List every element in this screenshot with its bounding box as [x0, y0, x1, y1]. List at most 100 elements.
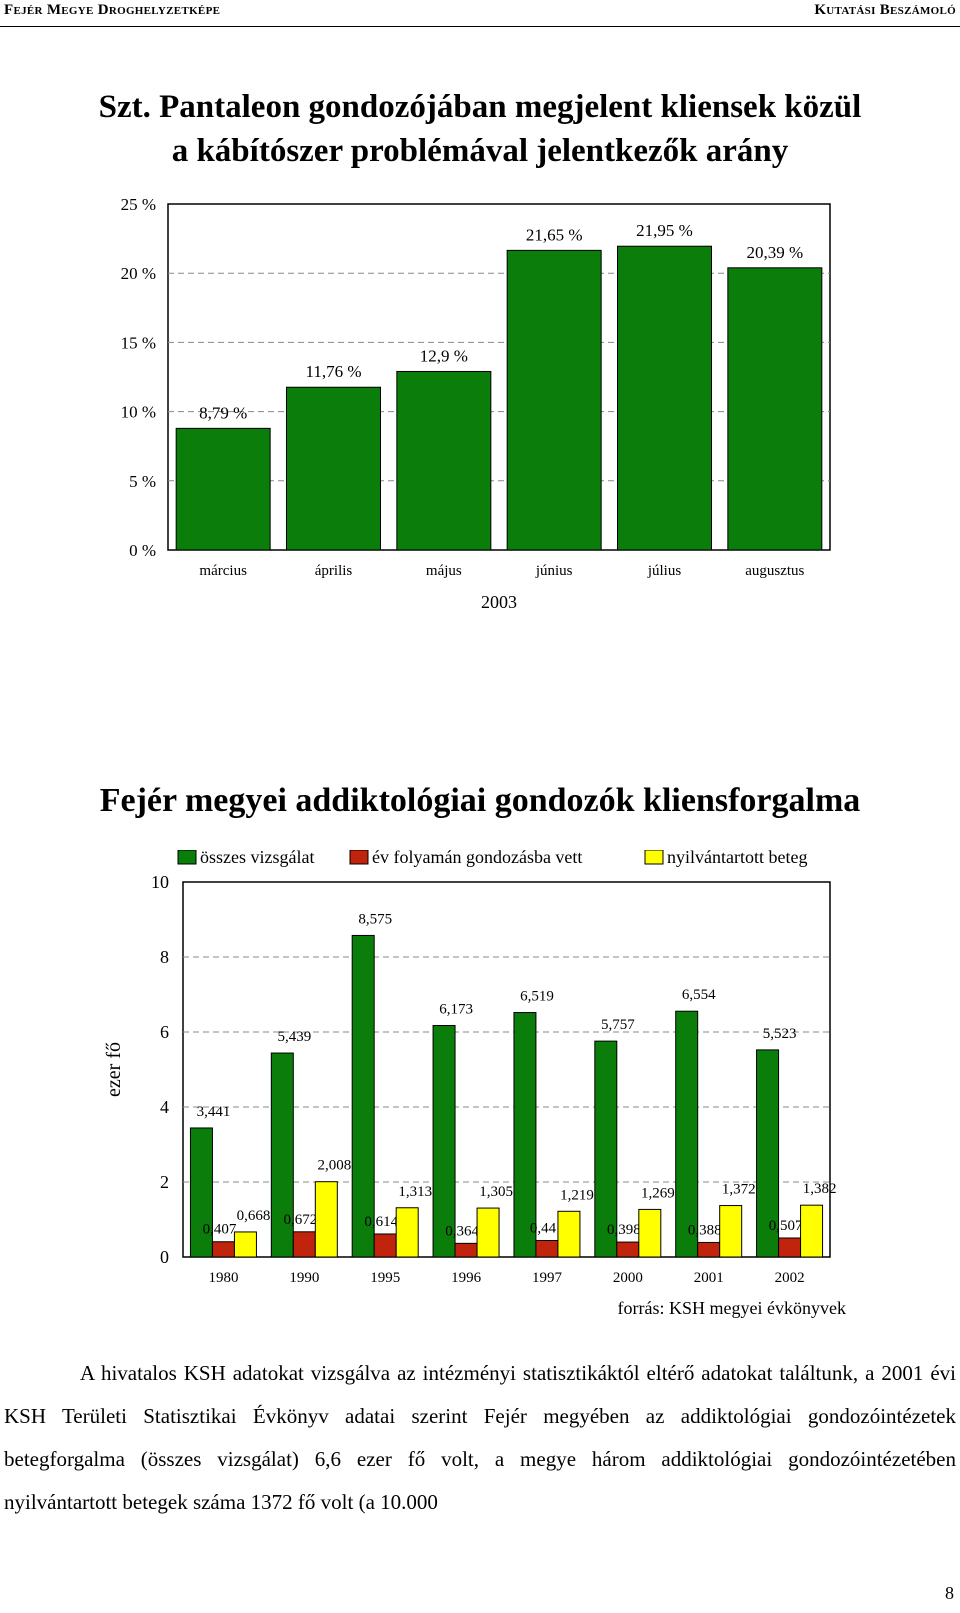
bar-value-label: 20,39 %	[746, 243, 803, 262]
bar-value-label: 1,382	[803, 1181, 837, 1197]
bar-1	[535, 1240, 559, 1258]
bar-2	[314, 1181, 338, 1258]
legend-swatch	[349, 850, 369, 865]
bar	[175, 427, 271, 551]
y-tick-label: 20 %	[121, 264, 156, 283]
bar-value-label: 1,305	[479, 1184, 513, 1200]
bar-value-label: 0,672	[283, 1212, 317, 1228]
bar-1	[454, 1242, 478, 1258]
bar-0	[351, 934, 375, 1258]
body-paragraph: A hivatalos KSH adatokat vizsgálva az in…	[4, 1361, 956, 1514]
chart2-title: Fejér megyei addiktológiai gondozók klie…	[99, 782, 861, 819]
chart1-title-line2: a kábítószer problémával jelentkezők ará…	[171, 133, 789, 169]
monthly-ratio-chart: 0 % 5 % 10 % 15 % 20 % 25 % 8,79 % március 11,76…	[121, 195, 831, 612]
y-tick-label: 0 %	[129, 541, 156, 560]
bar-value-label: 6,554	[682, 987, 716, 1003]
x-tick-label: július	[647, 563, 682, 579]
bar-2	[557, 1210, 581, 1258]
header-left: Fejér Megye Droghelyzetképe	[4, 2, 221, 18]
bar-value-label: 0,614	[364, 1214, 398, 1230]
legend-swatch	[177, 850, 197, 865]
y-tick-label: 6	[160, 1022, 169, 1042]
bar-0	[189, 1127, 213, 1258]
x-tick-label: 2001	[694, 1270, 724, 1286]
bar-value-label: 3,441	[197, 1104, 231, 1120]
bar-value-label: 1,372	[722, 1182, 756, 1198]
bar-value-label: 5,523	[763, 1026, 797, 1042]
bar-value-label: 0,364	[445, 1223, 479, 1239]
bar	[396, 370, 492, 551]
x-tick-label: 1995	[370, 1270, 400, 1286]
x-tick-label: 1996	[451, 1270, 482, 1286]
x-tick-label: 1980	[208, 1270, 238, 1286]
bar-value-label: 1,219	[560, 1187, 594, 1203]
client-traffic-chart: 0 2 4 6 8 10 ezer fő összes vizsgálat év folyamá…	[103, 850, 846, 1318]
x-tick-label: augusztus	[745, 563, 804, 579]
bar	[506, 249, 602, 551]
bar-1	[373, 1233, 397, 1258]
bar	[286, 386, 381, 551]
bar-value-label: 21,95 %	[636, 221, 693, 240]
bar-1	[211, 1241, 235, 1258]
bar-value-label: 1,269	[641, 1185, 675, 1201]
bar-value-label: 21,65 %	[526, 225, 583, 244]
y-tick-label: 0	[160, 1247, 169, 1267]
legend-label: év folyamán gondozásba vett	[372, 850, 582, 867]
bar-0	[513, 1012, 537, 1258]
bar-value-label: 11,76 %	[305, 362, 361, 381]
bar-value-label: 6,519	[520, 989, 554, 1005]
x-tick-label: április	[315, 563, 353, 579]
running-header: Fejér Megye Droghelyzetképe Kutatási Bes…	[0, 0, 960, 27]
bar	[617, 245, 712, 551]
bar-2	[800, 1204, 824, 1258]
bar-value-label: 0,388	[688, 1222, 722, 1238]
x-tick-label: június	[535, 563, 573, 579]
x-tick-label: március	[199, 563, 247, 579]
bar-0	[432, 1025, 456, 1258]
bar-value-label: 6,173	[439, 1002, 473, 1018]
y-tick-label: 8	[160, 947, 169, 967]
x-tick-label: 2000	[613, 1270, 643, 1286]
x-tick-label: 1997	[532, 1270, 563, 1286]
y-tick-label: 5 %	[129, 472, 156, 491]
chart1-title-line1: Szt. Pantaleon gondozójában megjelent kl…	[98, 89, 862, 125]
bar-value-label: 8,575	[358, 911, 392, 927]
bar-0	[270, 1052, 294, 1258]
plot-area	[167, 203, 831, 551]
bar-value-label: 5,439	[277, 1029, 311, 1045]
legend-swatch	[644, 850, 664, 865]
bar-value-label: 0,398	[607, 1222, 641, 1238]
x-axis-label: 2003	[481, 592, 517, 612]
bar-value-label: 1,313	[398, 1184, 432, 1200]
bar-1	[697, 1241, 721, 1258]
bar-0	[594, 1040, 618, 1258]
y-tick-label: 10 %	[121, 403, 156, 422]
y-tick-label: 10	[151, 872, 169, 892]
y-axis-label: ezer fő	[103, 1042, 125, 1097]
y-tick-label: 15 %	[121, 333, 156, 352]
bar-value-label: 5,757	[601, 1017, 635, 1033]
bar-1	[778, 1237, 802, 1258]
legend-label: összes vizsgálat	[200, 850, 314, 867]
bar-2	[395, 1207, 419, 1258]
page-number: 8	[945, 1583, 954, 1603]
y-tick-label: 2	[160, 1172, 169, 1192]
bar-value-label: 8,79 %	[199, 403, 247, 422]
bar-0	[675, 1010, 699, 1258]
bar-value-label: 12,9 %	[420, 346, 468, 365]
bar-1	[616, 1241, 640, 1258]
bar-value-label: 0,407	[203, 1222, 237, 1238]
x-tick-label: 1990	[289, 1270, 319, 1286]
y-tick-label: 4	[160, 1097, 169, 1117]
bar-2	[476, 1207, 500, 1258]
x-tick-label: május	[426, 563, 462, 579]
legend-label: nyilvántartott beteg	[667, 850, 807, 867]
header-right: Kutatási Beszámoló	[814, 2, 956, 18]
bar-value-label: 2,008	[317, 1158, 351, 1174]
bar-value-label: 0,507	[769, 1218, 803, 1234]
bar-value-label: 0,44	[530, 1221, 557, 1237]
x-tick-label: 2002	[775, 1270, 805, 1286]
bar-1	[292, 1231, 316, 1258]
y-tick-label: 25 %	[121, 195, 156, 214]
bar-2	[719, 1205, 743, 1258]
